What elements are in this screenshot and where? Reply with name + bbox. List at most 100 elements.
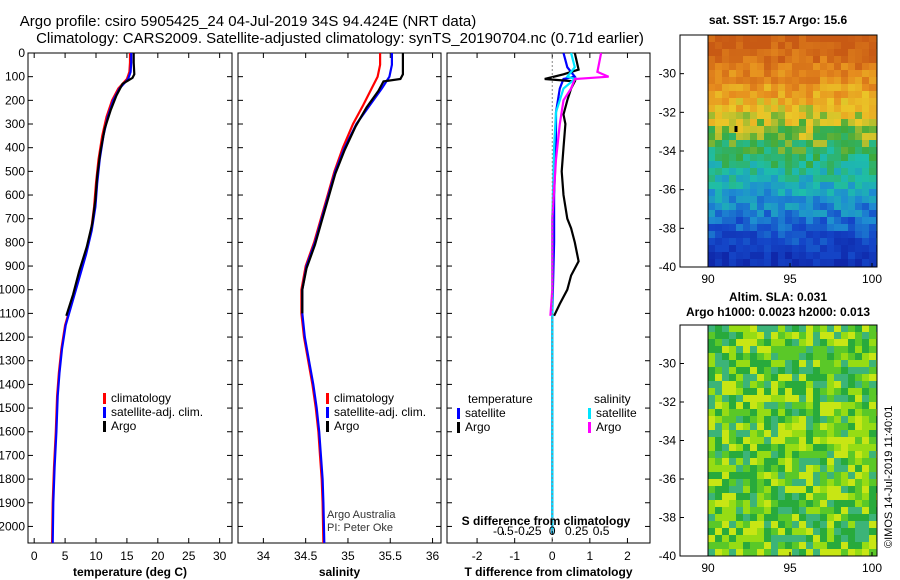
sst_map-cell bbox=[855, 210, 862, 217]
sst_map-cell bbox=[827, 245, 834, 252]
sst_map-cell bbox=[855, 105, 862, 112]
sst_map-cell bbox=[757, 112, 764, 119]
sst_map-cell bbox=[834, 112, 841, 119]
sst_map-cell bbox=[750, 126, 757, 133]
credit-line2: PI: Peter Oke bbox=[327, 522, 393, 534]
sla_map-cell bbox=[855, 521, 862, 528]
sla_map-cell bbox=[764, 458, 771, 465]
sst_map-cell bbox=[827, 147, 834, 154]
sst_map-cell bbox=[743, 203, 750, 210]
sla_map-cell bbox=[806, 416, 813, 423]
sst_map-cell bbox=[778, 140, 785, 147]
sst_map-cell bbox=[722, 77, 729, 84]
sla_map-cell bbox=[785, 395, 792, 402]
sla_map-cell bbox=[736, 374, 743, 381]
sla_map-cell bbox=[736, 465, 743, 472]
sla_map-cell bbox=[736, 479, 743, 486]
sst_map-cell bbox=[764, 217, 771, 224]
sst_map-cell bbox=[820, 203, 827, 210]
sst_map-cell bbox=[750, 49, 757, 56]
sla_map-cell bbox=[778, 514, 785, 521]
sla_map-cell bbox=[806, 402, 813, 409]
sst_map-cell bbox=[785, 259, 792, 266]
sla_map-cell bbox=[792, 360, 799, 367]
sla_map-cell bbox=[708, 409, 715, 416]
sst_map-cell bbox=[855, 133, 862, 140]
sst_map-cell bbox=[750, 182, 757, 189]
sla_map-cell bbox=[757, 402, 764, 409]
sst_map-cell bbox=[729, 154, 736, 161]
sla_map-cell bbox=[736, 458, 743, 465]
sla_map-cell bbox=[848, 493, 855, 500]
sst_map-cell bbox=[715, 147, 722, 154]
sst_map-cell bbox=[806, 105, 813, 112]
sst_map-cell bbox=[722, 112, 729, 119]
sst_map-cell bbox=[848, 42, 855, 49]
sst_map-cell bbox=[750, 91, 757, 98]
sst_map-cell bbox=[792, 252, 799, 259]
sst_map-cell bbox=[785, 182, 792, 189]
sla_map-cell bbox=[806, 486, 813, 493]
sla_map-cell bbox=[729, 479, 736, 486]
sst_map-cell bbox=[869, 98, 876, 105]
sst_map-cell bbox=[862, 35, 869, 42]
sst_map-cell bbox=[813, 147, 820, 154]
sst_map-cell bbox=[771, 210, 778, 217]
sst_map-cell bbox=[757, 133, 764, 140]
sla_map-cell bbox=[799, 451, 806, 458]
sst_map-cell bbox=[785, 77, 792, 84]
sla_map-cell bbox=[764, 500, 771, 507]
sla_map-ytick-label: -36 bbox=[659, 472, 677, 486]
sst_map-cell bbox=[862, 259, 869, 266]
sla_map-cell bbox=[855, 500, 862, 507]
sla_map-cell bbox=[799, 479, 806, 486]
sla_map-cell bbox=[799, 381, 806, 388]
sla_map-cell bbox=[750, 437, 757, 444]
sst_map-cell bbox=[855, 119, 862, 126]
sla_map-cell bbox=[764, 528, 771, 535]
sst_map-cell bbox=[855, 35, 862, 42]
sst_map-cell bbox=[834, 175, 841, 182]
sst_map-cell bbox=[722, 252, 729, 259]
sst_map-cell bbox=[736, 252, 743, 259]
sla_map-cell bbox=[862, 521, 869, 528]
sla_map-cell bbox=[708, 395, 715, 402]
sst_map-cell bbox=[869, 49, 876, 56]
sla_map-cell bbox=[848, 472, 855, 479]
sla_map-cell bbox=[799, 346, 806, 353]
sla_map-cell bbox=[799, 521, 806, 528]
sst_map-cell bbox=[834, 196, 841, 203]
depth-tick-label: 1500 bbox=[0, 401, 25, 415]
sla_map-cell bbox=[757, 395, 764, 402]
sst_map-cell bbox=[820, 126, 827, 133]
sla_map-cell bbox=[764, 423, 771, 430]
sst_map-cell bbox=[813, 182, 820, 189]
sla_map-cell bbox=[743, 486, 750, 493]
depth-tick-label: 1200 bbox=[0, 330, 25, 344]
sst_map-ytick-label: -36 bbox=[659, 183, 677, 197]
sla_map-cell bbox=[757, 339, 764, 346]
sla_map-cell bbox=[799, 388, 806, 395]
sst_map-cell bbox=[736, 189, 743, 196]
sla_map-cell bbox=[736, 339, 743, 346]
sst_map-cell bbox=[813, 77, 820, 84]
difference-xtick-label: -1 bbox=[509, 549, 520, 563]
sst_map-cell bbox=[722, 217, 729, 224]
sst_map-cell bbox=[778, 70, 785, 77]
sst_map-cell bbox=[813, 126, 820, 133]
temperature-series-climatology bbox=[51, 53, 132, 544]
sst_map-cell bbox=[799, 105, 806, 112]
sst_map-cell bbox=[848, 161, 855, 168]
sst_map-cell bbox=[708, 224, 715, 231]
sla_map-cell bbox=[715, 360, 722, 367]
sst_map-cell bbox=[729, 77, 736, 84]
difference-xtick-label: 0 bbox=[549, 549, 556, 563]
sla_map-cell bbox=[869, 542, 876, 549]
sla_map-cell bbox=[813, 381, 820, 388]
sla_map-cell bbox=[820, 423, 827, 430]
sla_map-cell bbox=[799, 507, 806, 514]
sst_map-cell bbox=[736, 168, 743, 175]
sst_map-cell bbox=[792, 119, 799, 126]
sla_map-cell bbox=[757, 514, 764, 521]
